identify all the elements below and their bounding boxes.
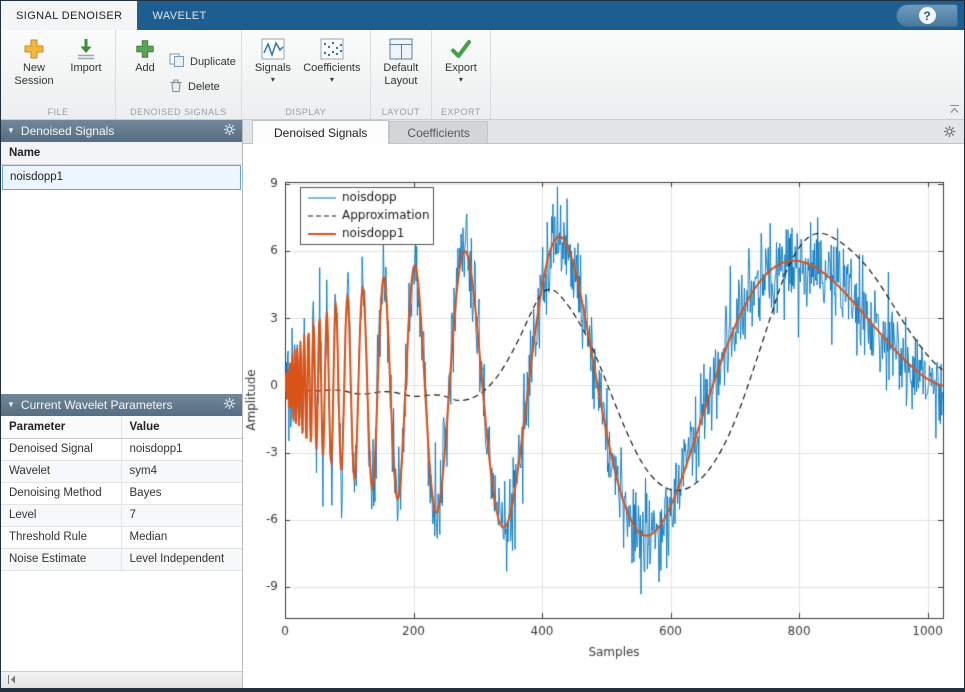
- signals-panel-title: Denoised Signals: [20, 124, 115, 138]
- add-button[interactable]: Add: [121, 32, 169, 105]
- duplicate-label: Duplicate: [190, 56, 236, 68]
- table-row: Noise Estimate Level Independent: [1, 548, 242, 571]
- new-session-label: New Session: [14, 62, 54, 88]
- export-icon: [449, 35, 473, 62]
- table-row: Threshold Rule Median: [1, 526, 242, 549]
- param-name: Denoised Signal: [1, 438, 122, 461]
- collapse-ribbon-button[interactable]: [949, 102, 960, 117]
- sidebar: ▼ Denoised Signals Name noisdopp1 ▼ Curr…: [1, 120, 243, 688]
- gear-icon: [223, 397, 236, 413]
- signal-list-empty-area: [1, 190, 242, 394]
- collapse-triangle-icon: ▼: [7, 400, 15, 409]
- toolstrip-tab-bar: SIGNAL DENOISER WAVELET ?: [1, 1, 964, 30]
- coefficients-icon: [320, 35, 344, 62]
- section-file: New Session Import FILE: [1, 30, 116, 119]
- denoised-small-buttons: Duplicate Delete: [169, 32, 236, 96]
- section-layout: Default Layout LAYOUT: [371, 30, 432, 119]
- param-value: Bayes: [121, 482, 242, 505]
- sidebar-statusbar: [1, 671, 242, 688]
- new-session-button[interactable]: New Session: [6, 32, 62, 105]
- default-layout-icon: [389, 35, 413, 62]
- default-layout-label: Default Layout: [383, 62, 419, 88]
- import-icon: [74, 35, 98, 62]
- params-col-parameter: Parameter: [1, 416, 122, 439]
- gear-icon: [223, 123, 236, 139]
- param-value: Median: [121, 526, 242, 549]
- section-label-export: EXPORT: [440, 107, 481, 117]
- content-area: ▼ Denoised Signals Name noisdopp1 ▼ Curr…: [1, 120, 964, 688]
- section-label-display: DISPLAY: [285, 107, 327, 117]
- delete-button[interactable]: Delete: [169, 78, 236, 96]
- sidebar-empty-area: [1, 571, 242, 672]
- coefficients-button[interactable]: Coefficients ▾: [299, 32, 365, 105]
- duplicate-button[interactable]: Duplicate: [169, 53, 236, 71]
- denoised-signals-chart[interactable]: [243, 144, 963, 687]
- params-col-value: Value: [121, 416, 242, 439]
- param-name: Level: [1, 504, 122, 527]
- table-row: Denoising Method Bayes: [1, 482, 242, 505]
- params-table: Parameter Value Denoised Signal noisdopp…: [1, 416, 242, 571]
- signals-panel-gear-button[interactable]: [223, 123, 236, 139]
- signal-list-name-header: Name: [1, 142, 242, 165]
- table-row: Level 7: [1, 504, 242, 527]
- params-panel-title: Current Wavelet Parameters: [20, 398, 173, 412]
- signals-button[interactable]: Signals ▾: [247, 32, 299, 105]
- params-panel-header[interactable]: ▼ Current Wavelet Parameters: [1, 394, 242, 416]
- collapse-triangle-icon: ▼: [7, 126, 15, 135]
- chart-area: [243, 144, 964, 688]
- collapse-left-icon: [7, 673, 17, 688]
- param-name: Noise Estimate: [1, 548, 122, 571]
- param-value: sym4: [121, 460, 242, 483]
- tab-wavelet[interactable]: WAVELET: [152, 9, 207, 22]
- gear-icon: [943, 125, 956, 141]
- delete-label: Delete: [188, 81, 220, 93]
- section-label-layout: LAYOUT: [381, 107, 421, 117]
- param-value: Level Independent: [121, 548, 242, 571]
- new-session-icon: [22, 35, 46, 62]
- signal-list-item[interactable]: noisdopp1: [2, 165, 241, 190]
- add-label: Add: [135, 62, 155, 74]
- help-button[interactable]: ?: [896, 4, 958, 27]
- param-name: Denoising Method: [1, 482, 122, 505]
- param-name: Wavelet: [1, 460, 122, 483]
- delete-icon: [169, 78, 183, 96]
- export-label: Export: [444, 62, 477, 74]
- tab-signal-denoiser[interactable]: SIGNAL DENOISER: [1, 1, 138, 30]
- default-layout-button[interactable]: Default Layout: [376, 32, 426, 105]
- section-label-file: FILE: [47, 107, 69, 117]
- main-panel: Denoised Signals Coefficients: [243, 120, 964, 688]
- caret-down-icon: ▾: [458, 75, 463, 85]
- signals-panel-header[interactable]: ▼ Denoised Signals: [1, 120, 242, 142]
- add-icon: [134, 35, 156, 62]
- import-label: Import: [70, 62, 102, 74]
- toolstrip: New Session Import FILE Add: [1, 30, 964, 120]
- document-tab-bar: Denoised Signals Coefficients: [243, 120, 964, 144]
- params-panel-gear-button[interactable]: [223, 397, 236, 413]
- doc-tabbar-gear-button[interactable]: [943, 125, 956, 141]
- collapse-sidebar-button[interactable]: [7, 673, 17, 688]
- coefficients-label: Coefficients: [303, 62, 361, 74]
- import-button[interactable]: Import: [62, 32, 110, 105]
- param-value: 7: [121, 504, 242, 527]
- export-button[interactable]: Export ▾: [437, 32, 485, 105]
- section-export: Export ▾ EXPORT: [432, 30, 491, 119]
- doc-tab-coefficients[interactable]: Coefficients: [389, 121, 488, 143]
- section-display: Signals ▾ Coefficients ▾ DISPLAY: [242, 30, 371, 119]
- collapse-ribbon-icon: [949, 102, 960, 117]
- duplicate-icon: [169, 53, 185, 71]
- table-row: Denoised Signal noisdopp1: [1, 438, 242, 461]
- section-denoised-signals: Add Duplicate Delete: [116, 30, 242, 119]
- caret-down-icon: ▾: [270, 75, 275, 85]
- param-value: noisdopp1: [121, 438, 242, 461]
- section-label-denoised-signals: DENOISED SIGNALS: [130, 107, 227, 117]
- param-name: Threshold Rule: [1, 526, 122, 549]
- help-icon: ?: [918, 7, 936, 24]
- table-row: Wavelet sym4: [1, 460, 242, 483]
- signals-icon: [261, 35, 285, 62]
- signals-label: Signals: [254, 62, 291, 74]
- caret-down-icon: ▾: [329, 75, 334, 85]
- doc-tab-denoised-signals[interactable]: Denoised Signals: [252, 120, 390, 144]
